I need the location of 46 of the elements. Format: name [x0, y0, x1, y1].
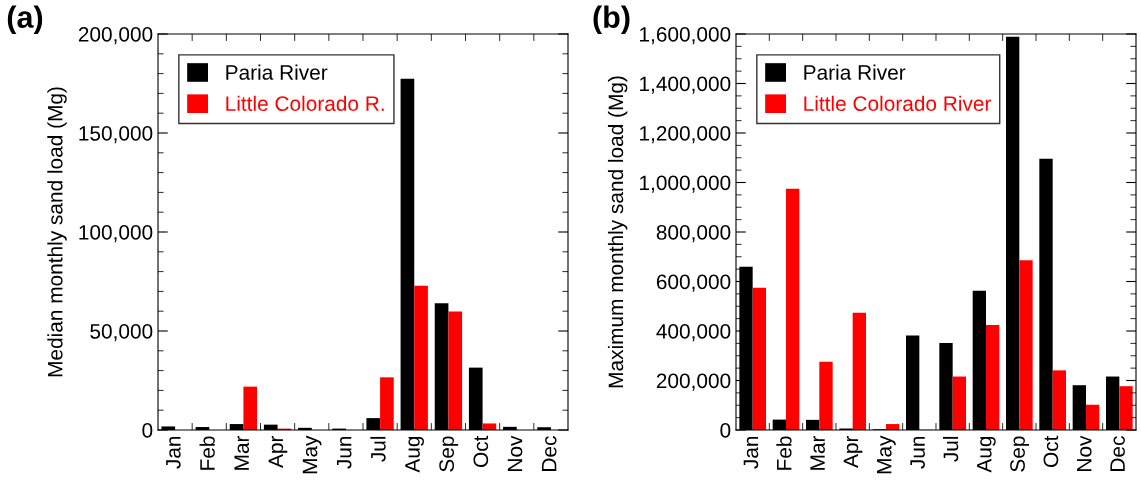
y-tick-label: 800,000 — [656, 225, 731, 243]
legend-label: Paria River — [226, 64, 328, 80]
x-tick-label: Dec — [541, 436, 557, 471]
chart-title: (a) — [7, 5, 43, 34]
x-tick-label: Dec — [1110, 436, 1125, 471]
x-tick-label: Oct — [473, 435, 489, 467]
x-tick-label: Jul — [370, 436, 386, 462]
x-tick-label: Jun — [336, 436, 352, 469]
legend-label: Paria River — [804, 64, 906, 80]
y-tick-label: 1,000,000 — [640, 175, 731, 193]
y-tick-label: 600,000 — [656, 274, 731, 292]
x-tick-label: Sep — [1010, 436, 1030, 472]
x-tick-label: May — [302, 435, 322, 474]
x-tick-label: Feb — [199, 436, 215, 470]
y-tick-label: 200,000 — [78, 27, 153, 45]
x-tick-label: Jan — [743, 436, 759, 469]
y-tick-label: 1,400,000 — [640, 76, 731, 94]
y-tick-label: 1,200,000 — [640, 126, 731, 144]
x-tick-label: Mar — [810, 435, 825, 470]
x-tick-label: Jan — [166, 436, 181, 469]
y-tick-label: 150,000 — [79, 126, 153, 144]
x-tick-label: Jul — [942, 436, 959, 462]
y-tick-label: 400,000 — [656, 324, 731, 342]
legend-label: Little Colorado R. — [226, 95, 384, 112]
x-tick-label: May — [877, 435, 896, 474]
y-tick-label: 1,600,000 — [640, 27, 731, 45]
y-axis-title: Maximum monthly sand load (Mg) — [607, 76, 628, 388]
x-tick-label: Nov — [1077, 435, 1092, 471]
legend-label: Little Colorado River — [804, 95, 992, 112]
x-tick-label: Oct — [1043, 435, 1059, 467]
x-tick-label: Apr — [268, 435, 288, 468]
y-tick-label: 50,000 — [90, 324, 153, 342]
y-axis-title: Median monthly sand load (Mg) — [47, 87, 67, 377]
x-tick-label: Feb — [776, 436, 792, 470]
x-tick-label: Aug — [977, 436, 996, 473]
y-tick-label: 0 — [720, 423, 731, 438]
x-tick-label: Aug — [405, 436, 424, 473]
x-tick-label: Jun — [910, 436, 925, 469]
x-tick-label: Nov — [507, 435, 523, 471]
y-tick-label: 100,000 — [79, 225, 153, 243]
x-tick-label: Mar — [234, 435, 250, 470]
y-tick-label: 0 — [142, 423, 153, 438]
chart-title: (b) — [593, 5, 630, 34]
x-tick-label: Sep — [439, 436, 459, 472]
x-tick-label: Apr — [843, 435, 863, 468]
y-tick-label: 200,000 — [656, 373, 731, 391]
